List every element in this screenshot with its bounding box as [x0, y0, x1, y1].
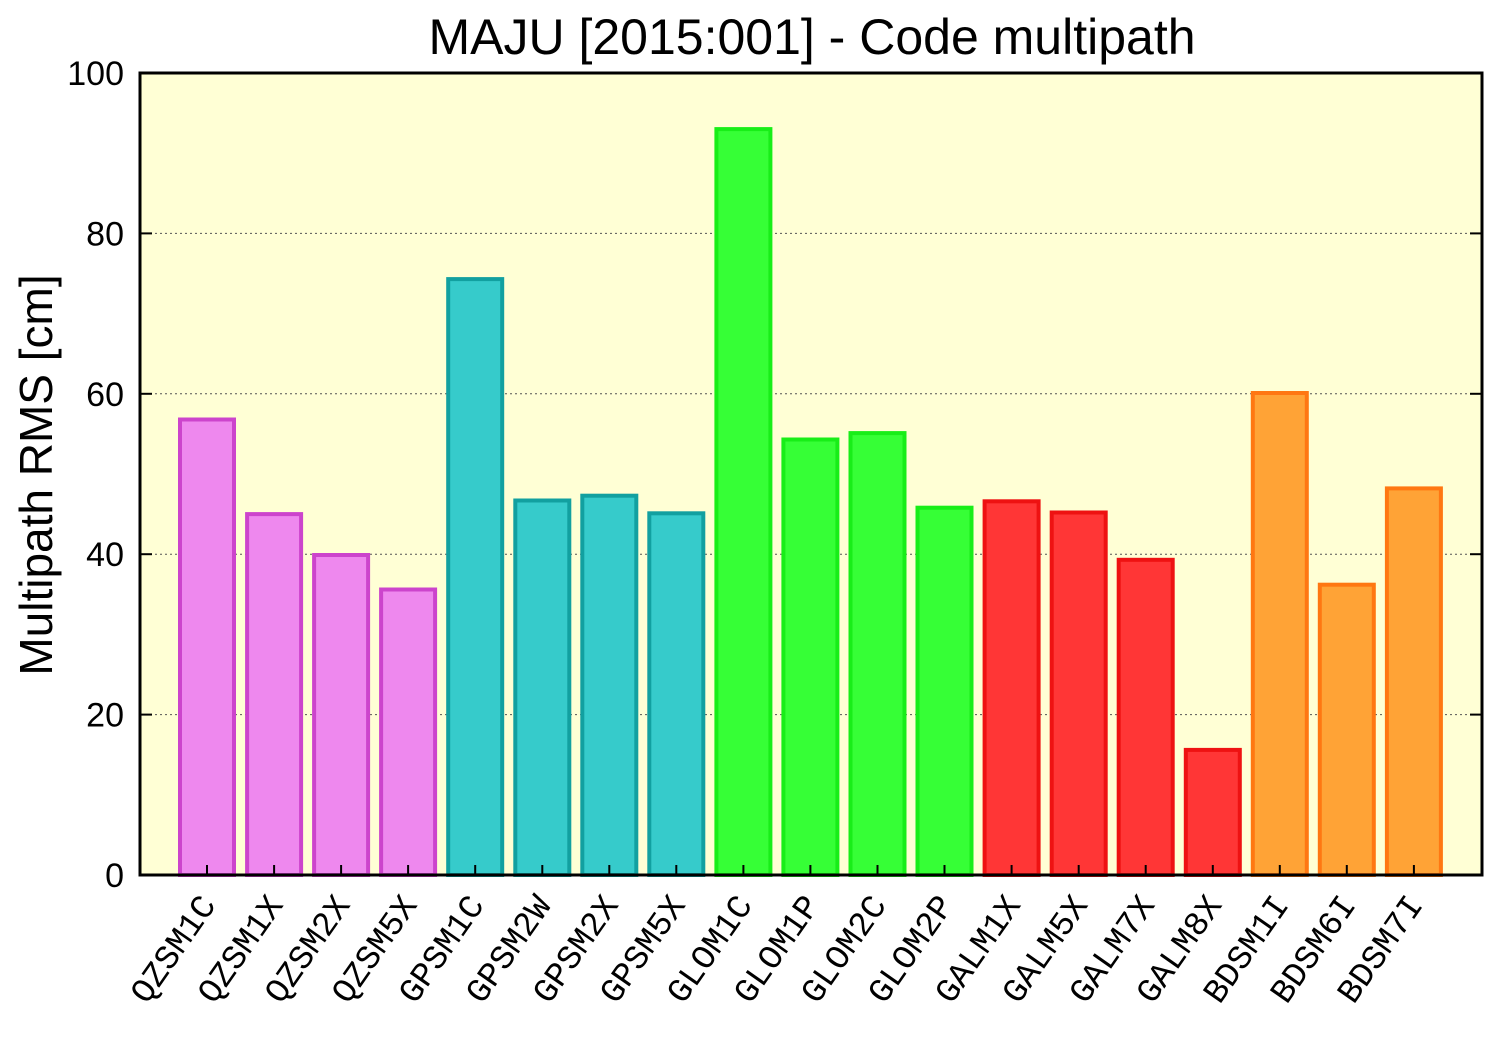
y-tick-label: 0	[105, 857, 124, 895]
bar-gpsm2x	[580, 493, 639, 877]
bar-qzsm1x	[245, 512, 304, 877]
bar-bdsm7i	[1384, 486, 1443, 877]
y-tick-label: 40	[86, 536, 124, 574]
bar-glom2c	[848, 431, 907, 877]
chart-title: MAJU [2015:001] - Code multipath	[428, 9, 1195, 65]
bar-glom1c	[714, 127, 773, 878]
bar-galm5x	[1049, 510, 1108, 877]
bar-galm1x	[982, 499, 1041, 877]
y-axis-ticks: 0 20 40 60 80 100	[67, 55, 1482, 895]
y-tick-label: 20	[86, 697, 124, 735]
bar-glom2p	[915, 505, 974, 877]
bar-glom1p	[781, 437, 840, 877]
bar-gpsm2w	[513, 498, 572, 877]
bar-bdsm6i	[1317, 582, 1376, 877]
y-tick-label: 60	[86, 376, 124, 414]
bar-galm8x	[1183, 747, 1242, 878]
y-tick-label: 80	[86, 215, 124, 253]
bar-qzsm1c	[178, 417, 236, 877]
bar-galm7x	[1116, 557, 1175, 877]
bar-bdsm1i	[1250, 391, 1309, 877]
y-axis-label: Multipath RMS [cm]	[10, 274, 62, 675]
x-axis-ticks: QZSM1CQZSM1XQZSM2XQZSM5XGPSM1CGPSM2WGPSM…	[125, 865, 1433, 1012]
y-tick-label: 100	[67, 55, 124, 93]
bars	[178, 127, 1443, 878]
bar-gpsm1c	[446, 277, 505, 878]
bar-qzsm5x	[379, 587, 438, 877]
bar-qzsm2x	[312, 553, 371, 877]
bar-gpsm5x	[647, 511, 706, 877]
